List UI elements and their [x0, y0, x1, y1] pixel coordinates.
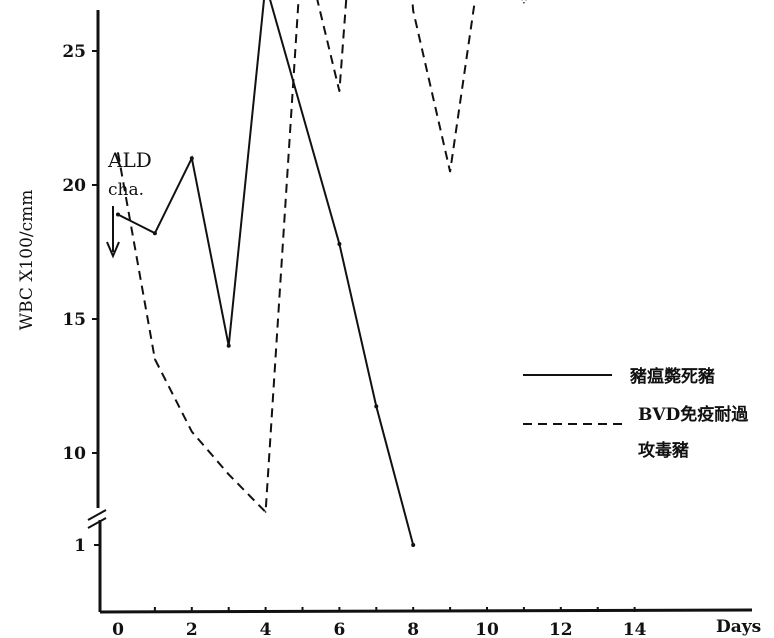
legend-dashed-label-line-2: 攻毒豬 — [638, 440, 689, 461]
bvd-point-2 — [191, 430, 193, 433]
y-tick-label: 10 — [62, 444, 86, 464]
bvd-point-6 — [338, 90, 341, 92]
bvd-point-0 — [117, 152, 119, 154]
y-tick-label: 1 — [74, 536, 86, 556]
series-line-bvd — [117, 0, 527, 515]
x-tick-label: 10 — [475, 620, 499, 638]
hog-cholera-point-6 — [374, 404, 379, 409]
legend: 豬瘟斃死豬 BVD免疫耐過 攻毒豬 — [523, 366, 749, 461]
x-tick-label: 4 — [260, 620, 272, 638]
y-axis-title: WBC X100/cmm — [17, 190, 37, 331]
annotation-line-1: ALD — [107, 148, 152, 172]
ald-challenge-annotation: ALD cha. — [106, 148, 152, 259]
y-tick-label: 25 — [62, 42, 86, 62]
bvd-point-9 — [449, 170, 451, 173]
x-axis — [99, 608, 753, 614]
legend-solid-label: 豬瘟斃死豬 — [629, 366, 715, 387]
axis-break-mark — [87, 509, 107, 529]
annotation-line-2: cha. — [108, 180, 144, 200]
y-tick-label: 20 — [62, 176, 86, 196]
y-tick-label: 15 — [62, 310, 86, 330]
bvd-point-4 — [264, 511, 267, 513]
hog-cholera-point-3 — [226, 343, 231, 348]
x-tick-label: 8 — [407, 620, 419, 638]
hog-cholera-point-1 — [152, 231, 157, 236]
hog-cholera-point-7 — [411, 543, 416, 547]
x-tick-label: 12 — [549, 620, 573, 638]
x-tick-label: 0 — [112, 620, 124, 638]
x-axis-title: Days — [716, 617, 761, 637]
x-tick-label: 6 — [333, 620, 345, 638]
bvd-point-3 — [227, 473, 230, 476]
hog-cholera-point-0 — [116, 212, 120, 217]
x-tick-label: 14 — [623, 620, 647, 638]
series-layer — [116, 0, 527, 547]
series-line-hog-cholera — [117, 0, 415, 546]
y-tick-labels: 101520253035401 — [62, 42, 100, 556]
hog-cholera-point-5 — [337, 241, 342, 246]
bvd-point-8 — [412, 10, 415, 12]
hog-cholera-point-2 — [189, 156, 194, 161]
annotation-arrow-head — [106, 241, 120, 259]
bvd-point-11 — [523, 1, 525, 4]
x-tick-label: 2 — [186, 620, 198, 638]
legend-dashed-label-line-1: BVD免疫耐過 — [638, 404, 749, 425]
x-tick-labels: 0 2 4 6 8 10 12 14 — [112, 607, 647, 638]
bvd-point-1 — [154, 358, 156, 361]
